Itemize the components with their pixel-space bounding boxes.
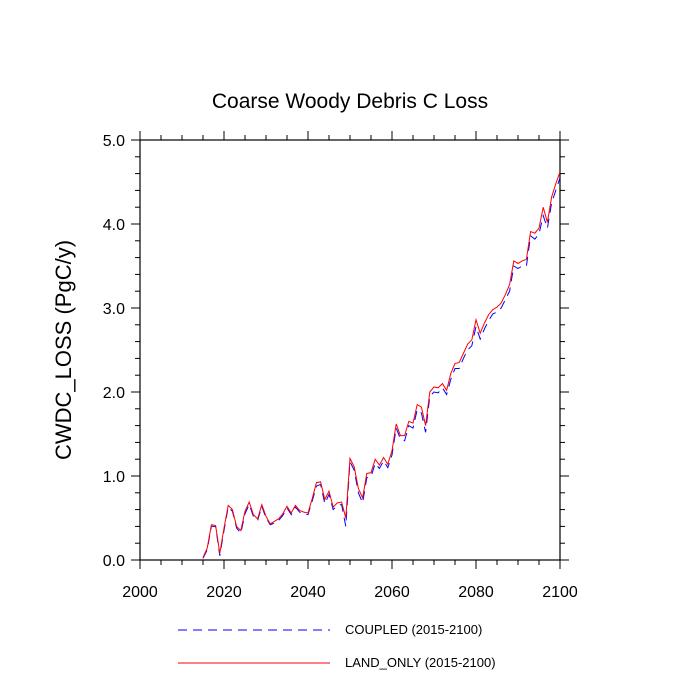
y-tick-label: 3.0 (103, 301, 125, 318)
x-tick-label: 2060 (374, 584, 410, 601)
y-tick-label: 5.0 (103, 133, 125, 150)
y-axis: 0.0 1.0 2.0 3.0 4.0 5.0 (103, 133, 569, 570)
series-layer (202, 171, 561, 559)
legend-label-coupled: COUPLED (2015-2100) (345, 622, 482, 637)
x-tick-label: 2040 (290, 584, 326, 601)
x-axis: 2000 2020 2040 2060 2080 2100 (122, 131, 578, 601)
plot-frame (139, 139, 561, 561)
y-tick-label: 4.0 (103, 217, 125, 234)
x-tick-label: 2000 (122, 584, 158, 601)
y-tick-label: 0.0 (103, 553, 125, 570)
x-tick-label: 2020 (206, 584, 242, 601)
legend: COUPLED (2015-2100) LAND_ONLY (2015-2100… (178, 622, 496, 670)
chart-title: Coarse Woody Debris C Loss (212, 90, 488, 113)
x-tick-label: 2080 (458, 584, 494, 601)
series-line-land-only (202, 171, 561, 558)
series-line-coupled (202, 177, 561, 559)
x-tick-label: 2100 (542, 584, 578, 601)
legend-label-land-only: LAND_ONLY (2015-2100) (345, 655, 496, 670)
y-axis-label: CWDC_LOSS (PgC/y) (51, 240, 76, 460)
y-tick-label: 2.0 (103, 385, 125, 402)
y-tick-label: 1.0 (103, 469, 125, 486)
